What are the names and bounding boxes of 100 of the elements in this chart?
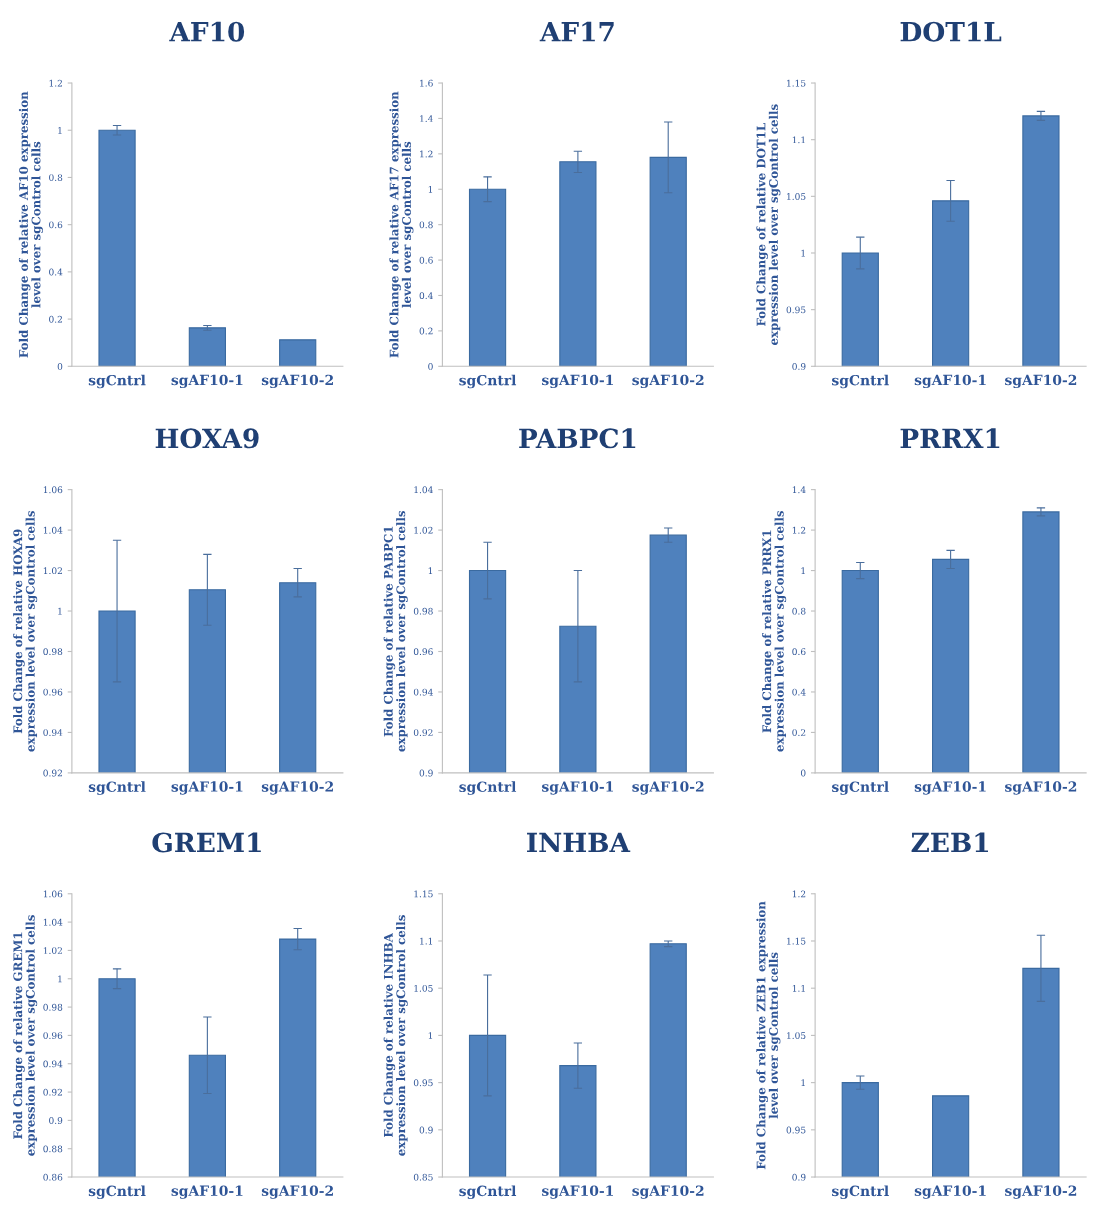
y-tick-label: 0.92	[413, 729, 433, 736]
y-tick-label: 1	[428, 567, 433, 574]
y-tick-label: 0.98	[43, 1003, 63, 1011]
x-tick-label: sgAF10-2	[261, 374, 333, 389]
y-tick-label: 1.1	[792, 136, 805, 144]
chart-title: GREM1	[152, 832, 261, 853]
y-tick-label: 1	[801, 249, 805, 257]
y-tick-label: 0.6	[419, 256, 433, 264]
x-tick-label: sgAF10-2	[1005, 374, 1077, 389]
y-tick-label: 1.02	[43, 947, 62, 954]
y-tick-label: 1.2	[420, 150, 433, 158]
x-tick-label: sgAF10-2	[632, 781, 704, 795]
x-tick-label: sgCntrl	[832, 781, 889, 795]
chart-title: HOXA9	[155, 428, 259, 449]
y-tick-label: 0	[800, 769, 806, 777]
y-tick-label: 0.4	[792, 688, 806, 696]
y-tick-label: 0.9	[792, 363, 806, 370]
y-axis-title: Fold Change of relative AF10 expression level over sgControl cells	[18, 91, 43, 358]
y-tick-label: 0.8	[419, 221, 433, 229]
y-tick-label: 0.2	[49, 315, 62, 323]
y-tick-label: 1.04	[43, 526, 63, 534]
y-tick-label: 0.86	[43, 1173, 63, 1181]
x-tick-label: sgAF10-2	[632, 1185, 704, 1199]
x-tick-label: sgCntrl	[832, 374, 889, 389]
y-tick-label: 1.2	[792, 526, 806, 534]
y-tick-label: 1	[801, 567, 805, 574]
y-tick-label: 0.2	[792, 729, 806, 736]
y-tick-label: 1.05	[787, 1032, 806, 1039]
chart-title: AF17	[539, 21, 614, 42]
y-axis-title: Fold Change of relative AF17 expression level over sgControl cells	[389, 91, 414, 358]
chart-title: INHBA	[527, 832, 631, 853]
y-tick-label: 1.06	[43, 486, 63, 494]
y-tick-label: 1	[428, 185, 433, 193]
chart-title: DOT1L	[900, 21, 1002, 42]
x-tick-label: sgAF10-1	[542, 374, 613, 389]
y-tick-label: 1.05	[787, 193, 806, 200]
y-tick-label: 0.92	[43, 769, 62, 777]
y-tick-label: 1	[58, 975, 62, 983]
y-tick-label: 0.96	[43, 1032, 63, 1039]
y-tick-label: 1.15	[787, 79, 806, 87]
y-tick-label: 1.4	[792, 486, 806, 494]
x-tick-label: sgAF10-1	[914, 374, 986, 389]
y-tick-label: 1	[801, 1079, 805, 1087]
y-tick-label: 1.04	[414, 486, 433, 494]
x-tick-label: sgCntrl	[459, 1185, 517, 1200]
y-tick-label: 1.15	[414, 890, 433, 898]
y-tick-label: 0.4	[49, 268, 63, 276]
x-tick-label: sgCntrl	[88, 781, 146, 795]
y-axis-title: Fold Change of relative DOT1L expression level over sgControl cells	[756, 104, 781, 345]
x-tick-label: sgAF10-2	[632, 374, 704, 389]
y-tick-label: 1.05	[414, 984, 433, 992]
y-tick-label: 1	[58, 607, 62, 615]
y-axis-title: Fold Change of relative PABPC1 expression level over sgControl cells	[383, 510, 408, 752]
y-tick-label: 1.1	[792, 984, 805, 992]
y-tick-label: 0.94	[43, 1060, 63, 1068]
y-tick-label: 0.6	[792, 648, 806, 656]
y-tick-label: 0.85	[413, 1173, 433, 1181]
y-tick-label: 0.96	[413, 648, 433, 656]
y-tick-label: 1.04	[43, 918, 63, 926]
y-tick-label: 0.92	[43, 1088, 62, 1096]
y-tick-label: 0.8	[49, 174, 63, 182]
y-tick-label: 0	[57, 363, 63, 370]
y-tick-label: 0.98	[43, 648, 63, 656]
chart-title: AF10	[169, 21, 245, 42]
y-tick-label: 0.6	[49, 221, 63, 229]
y-tick-label: 1.6	[420, 79, 433, 87]
x-tick-label: sgAF10-1	[542, 781, 613, 795]
y-tick-label: 1.02	[43, 567, 62, 575]
y-axis-title: Fold Change of relative PRRX1 expression level over sgControl cells	[762, 510, 787, 752]
y-tick-label: 1.02	[414, 526, 433, 534]
x-tick-label: sgAF10-2	[1005, 781, 1077, 795]
y-tick-label: 0.9	[419, 769, 433, 777]
y-tick-label: 0.96	[43, 688, 63, 696]
y-tick-label: 1	[58, 126, 62, 134]
chart-title: ZEB1	[911, 832, 988, 853]
x-tick-label: sgAF10-2	[261, 781, 333, 795]
y-axis-title: Fold Change of relative GREM1 expression level over sgControl cells	[13, 915, 38, 1156]
y-tick-label: 0	[428, 363, 433, 370]
y-tick-label: 0.95	[413, 1079, 433, 1087]
chart-title: PABPC1	[519, 428, 636, 449]
y-tick-label: 0.88	[43, 1145, 63, 1153]
y-tick-label: 1.1	[420, 937, 433, 945]
y-tick-label: 1.15	[787, 937, 806, 945]
y-tick-label: 1	[428, 1032, 433, 1039]
x-tick-label: sgAF10-1	[171, 781, 243, 795]
y-tick-label: 0.94	[43, 729, 63, 736]
y-tick-label: 0.8	[792, 607, 806, 615]
y-tick-label: 0.4	[419, 292, 433, 300]
x-tick-label: sgCntrl	[88, 1185, 146, 1200]
x-tick-label: sgAF10-1	[171, 374, 243, 389]
x-tick-label: sgAF10-1	[914, 1185, 986, 1199]
x-tick-label: sgAF10-1	[542, 1185, 613, 1199]
x-tick-label: sgAF10-1	[914, 781, 986, 795]
y-tick-label: 0.95	[786, 1126, 806, 1134]
x-tick-label: sgCntrl	[459, 781, 517, 795]
y-axis-title: Fold Change of relative HOXA9 expression level over sgControl cells	[13, 510, 38, 752]
y-tick-label: 1.2	[792, 890, 806, 898]
y-tick-label: 1.06	[43, 890, 63, 898]
y-tick-label: 0.9	[419, 1126, 433, 1134]
y-tick-label: 0.95	[786, 306, 806, 314]
